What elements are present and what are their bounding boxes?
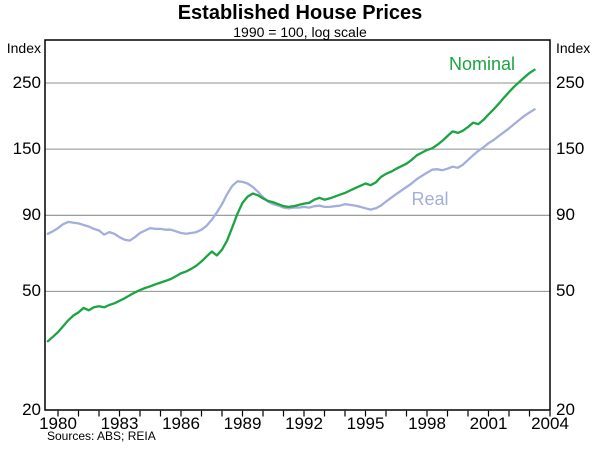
chart-title: Established House Prices xyxy=(177,2,423,24)
y-tick-label-right: 50 xyxy=(556,281,575,301)
plot-border xyxy=(44,39,551,411)
series-line-nominal xyxy=(46,68,536,343)
x-tick-label: 2004 xyxy=(531,414,569,433)
y-tick-label-right: 20 xyxy=(556,400,575,419)
x-tick-label: 2001 xyxy=(469,414,508,433)
x-tick-label: 1986 xyxy=(162,414,200,433)
x-tick-label: 1998 xyxy=(408,414,446,433)
chart-subtitle: 1990 = 100, log scale xyxy=(233,24,367,40)
y-tick-label-right: 150 xyxy=(556,139,585,159)
x-tick-label: 1992 xyxy=(285,414,323,433)
real-series-label: Real xyxy=(411,189,449,209)
y-tick-label-left: 50 xyxy=(22,281,41,301)
y-tick-label-left: 250 xyxy=(12,73,41,92)
y-tick-label-left: 90 xyxy=(22,205,41,225)
x-tick-label: 1989 xyxy=(223,414,262,433)
y-axis-unit-label-right: Index xyxy=(556,40,591,56)
y-axis-unit-label-left: Index xyxy=(6,40,41,56)
x-tick-label: 1980 xyxy=(39,414,77,433)
y-tick-label-left: 20 xyxy=(22,400,41,419)
nominal-series-label: Nominal xyxy=(448,54,516,74)
source-note: Sources: ABS; REIA xyxy=(47,429,156,443)
series-line-real xyxy=(46,108,536,242)
x-tick-label: 1995 xyxy=(346,414,385,433)
y-tick-label-right: 250 xyxy=(556,73,585,92)
y-tick-label-left: 150 xyxy=(12,139,41,159)
x-tick-label: 1983 xyxy=(100,414,139,433)
y-tick-label-right: 90 xyxy=(556,205,575,225)
